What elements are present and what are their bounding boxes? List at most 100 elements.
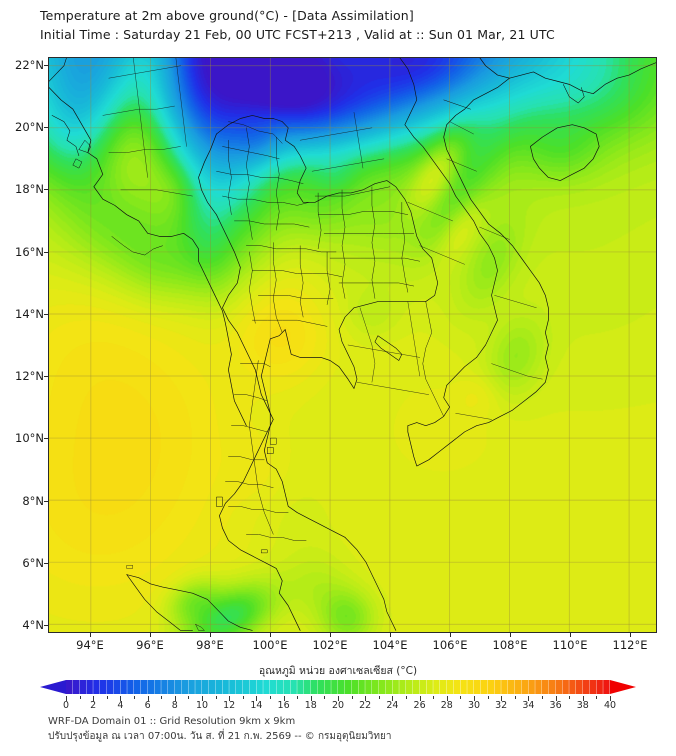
coast-sumatra-west [126, 574, 193, 631]
coast-sumatra-north [126, 574, 253, 631]
prov-th-c2 [252, 270, 343, 277]
latitude-tick-label: 20°N [15, 120, 44, 135]
latitude-tick-label: 14°N [15, 306, 44, 321]
island-samui [267, 447, 274, 454]
prov-la-4 [407, 202, 453, 222]
footer-block: WRF-DA Domain 01 :: Grid Resolution 9km … [48, 714, 648, 744]
colorbar-tick-mark [569, 696, 571, 699]
latitude-tick-label: 16°N [15, 244, 44, 259]
prov-kh-2 [407, 301, 420, 377]
border-myanmar-northwest [49, 58, 67, 82]
colorbar-tick-mark [229, 696, 231, 701]
temperature-map[interactable] [48, 57, 657, 633]
colorbar-tick-label: 2 [90, 700, 97, 711]
colorbar-tick-mark [351, 696, 353, 699]
prov-kh-4 [356, 382, 429, 395]
colorbar-tick-mark [433, 696, 435, 699]
prov-th-n3 [216, 171, 304, 184]
prov-th-s5 [225, 481, 274, 488]
latitude-tick-label: 10°N [15, 431, 44, 446]
footer-update-info: ปรับปรุงข้อมูล ณ เวลา 07:00น. วัน ส. ที่… [48, 731, 392, 742]
colorbar-tick-mark [188, 696, 190, 699]
border-thailand-laos-north [272, 118, 439, 302]
colorbar-tick-mark [596, 696, 598, 699]
colorbar-tick-mark [365, 696, 367, 701]
prov-th-c4 [252, 319, 328, 327]
coast-vietnam-central [407, 58, 549, 467]
colorbar-tick-label: 26 [413, 700, 426, 711]
colorbar-tick-mark [419, 696, 421, 701]
prov-th-cv3 [249, 251, 256, 324]
colorbar-tick-mark [242, 696, 244, 699]
prov-mm-2 [102, 105, 175, 116]
colorbar-tick-label: 12 [223, 700, 236, 711]
colorbar: อุณหภูมิ หน่วย องศาเซลเซียส (°C) 0 2 4 6 8 10… [38, 662, 638, 711]
prov-th-ne4 [329, 257, 421, 262]
colorbar-tick-label: 20 [331, 700, 345, 711]
prov-vn-2 [446, 158, 477, 172]
prov-th-nv1 [246, 127, 253, 240]
longitude-tick-label: 104°E [372, 638, 408, 652]
coast-south-china [509, 62, 656, 95]
colorbar-tick-label: 40 [603, 700, 617, 711]
colorbar-tick-mark [310, 696, 312, 701]
colorbar-tick-mark [202, 696, 203, 701]
prov-la-2 [311, 158, 385, 172]
colorbar-tick-mark [93, 696, 95, 701]
latitude-tick-label: 4°N [22, 618, 44, 633]
colorbar-tick-label: 4 [117, 700, 124, 711]
prov-th-nv2 [276, 136, 280, 231]
prov-la-5 [419, 245, 465, 265]
colorbar-tick-mark [460, 696, 462, 699]
latitude-tick-label: 18°N [15, 182, 44, 197]
coast-arakan-detail [51, 115, 80, 157]
prov-th-ne2 [317, 211, 409, 215]
colorbar-tick-mark [106, 696, 108, 699]
island-cheduba [72, 158, 83, 169]
title-block: Temperature at 2m above ground(°C) - [Da… [40, 6, 660, 44]
prov-mm-5 [175, 58, 187, 147]
latitude-tick-mark [44, 127, 48, 129]
prov-th-ne1 [314, 186, 391, 197]
colorbar-tick-mark [283, 696, 285, 701]
longitude-tick-mark [570, 633, 571, 637]
prov-th-c1 [246, 245, 337, 253]
prov-th-cv2 [299, 245, 304, 318]
latitude-tick-mark [44, 500, 48, 502]
longitude-tick-mark [450, 633, 451, 637]
longitude-tick-mark [90, 633, 91, 637]
latitude-tick-mark [44, 625, 48, 627]
prov-vn-3 [479, 226, 510, 240]
prov-kh-1 [359, 307, 376, 383]
island-langkawi [261, 549, 268, 554]
prov-th-s6 [228, 506, 289, 513]
longitude-axis: 94°E 96°E 98°E 100°E 102°E 104°E 106°E 108°E 110… [48, 633, 657, 655]
island-ramree [78, 139, 92, 153]
island-nias [195, 624, 205, 631]
latitude-tick-label: 8°N [22, 493, 44, 508]
colorbar-tick-label: 6 [144, 700, 151, 711]
latitude-tick-mark [44, 251, 48, 253]
latitude-tick-mark [44, 438, 48, 440]
colorbar-tick-mark [66, 696, 67, 701]
island-phangan [270, 437, 277, 445]
prov-th-s2 [234, 394, 268, 402]
border-laos-vietnam-south [399, 58, 498, 358]
prov-vn-4 [494, 295, 537, 308]
prov-th-n2 [222, 146, 280, 160]
longitude-tick-label: 112°E [612, 638, 648, 652]
colorbar-tick-label: 34 [522, 700, 535, 711]
latitude-tick-mark [44, 313, 48, 315]
latitude-tick-mark [44, 562, 48, 564]
leizhou-peninsula [563, 84, 585, 104]
colorbar-tick-mark [270, 696, 271, 699]
irrawaddy-delta [111, 236, 163, 256]
border-thailand-myanmar [198, 133, 274, 420]
latitude-tick-label: 22°N [15, 57, 44, 72]
longitude-tick-mark [510, 633, 511, 637]
latitude-axis: 4°N 6°N 8°N 10°N 12°N 14°N 16°N 18°N 20°N 22°N [0, 57, 48, 633]
coast-andaman-peninsula [219, 419, 301, 631]
prov-vn-6 [455, 413, 492, 420]
colorbar-tick-mark [474, 696, 475, 701]
colorbar-tick-label: 16 [277, 700, 290, 711]
